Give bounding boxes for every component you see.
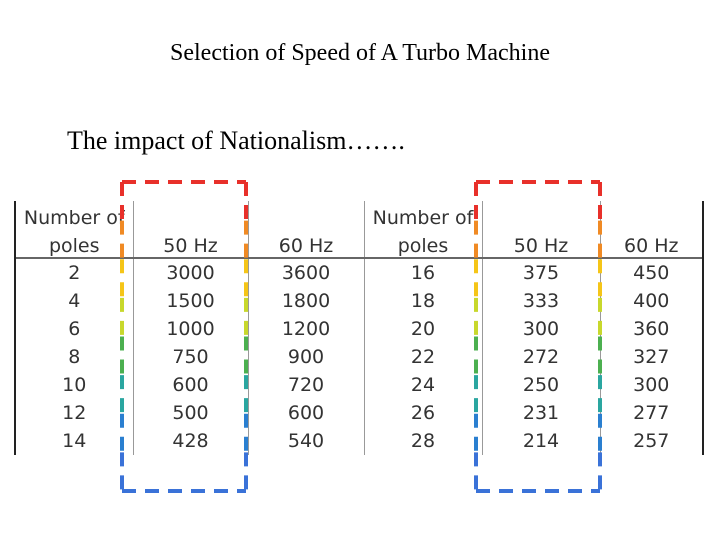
- cell-speed-50hz-left: 1000: [133, 315, 249, 343]
- highlight-box-50hz-right: [474, 180, 602, 493]
- cell-poles-left: 10: [16, 371, 134, 399]
- cell-speed-50hz-left: 750: [133, 343, 249, 371]
- cell-speed-60hz-left: 1200: [248, 315, 365, 343]
- table-row: 10 600 720 24 250 300: [16, 371, 702, 399]
- table-row: 14 428 540 28 214 257: [16, 427, 702, 455]
- cell-poles-left: 6: [16, 315, 134, 343]
- cell-poles-right: 24: [364, 371, 483, 399]
- cell-speed-60hz-right: 257: [633, 430, 670, 452]
- speed-table-container: Number of Number of poles 50 Hz 60 Hz po…: [14, 201, 704, 455]
- cell-speed-50hz-right: 250: [482, 371, 601, 399]
- highlight-box-svg: [474, 180, 602, 493]
- cell-speed-60hz-right: 327: [633, 346, 670, 368]
- cell-speed-60hz-right: 450: [633, 262, 670, 284]
- cell-poles-right: 22: [364, 343, 483, 371]
- cell-poles-left: 8: [16, 343, 134, 371]
- table-body: 2 3000 3600 16 375 450 4 1500 1800 18 333 400 6 1000 1…: [16, 258, 702, 455]
- table-row: 4 1500 1800 18 333 400: [16, 287, 702, 315]
- cell-speed-60hz-right: 300: [633, 374, 670, 396]
- cell-poles-left: 2: [16, 258, 134, 287]
- header-poles-right-line2: poles: [364, 229, 483, 259]
- cell-speed-50hz-left: 428: [133, 427, 249, 455]
- header-50hz-right: 50 Hz: [482, 229, 601, 259]
- cell-poles-left: 12: [16, 399, 134, 427]
- slide-title: Selection of Speed of A Turbo Machine: [170, 40, 550, 66]
- cell-speed-50hz-left: 600: [133, 371, 249, 399]
- cell-speed-60hz-left: 3600: [248, 258, 365, 287]
- table-row: 2 3000 3600 16 375 450: [16, 258, 702, 287]
- speed-table: Number of Number of poles 50 Hz 60 Hz po…: [16, 201, 702, 455]
- cell-speed-50hz-right: 333: [482, 287, 601, 315]
- cell-poles-right: 18: [364, 287, 483, 315]
- cell-poles-right: 16: [364, 258, 483, 287]
- highlight-box-svg: [120, 180, 248, 493]
- cell-speed-60hz-left: 540: [248, 427, 365, 455]
- slide-subtitle: The impact of Nationalism…….: [67, 126, 405, 155]
- cell-poles-left: 4: [16, 287, 134, 315]
- header-poles-left-line1: Number of: [16, 201, 134, 229]
- cell-speed-50hz-left: 500: [133, 399, 249, 427]
- header-60hz-left: 60 Hz: [248, 229, 365, 259]
- header-poles-right-line1: Number of: [364, 201, 483, 229]
- table-row: 12 500 600 26 231 277: [16, 399, 702, 427]
- cell-speed-60hz-right: 400: [633, 290, 670, 312]
- cell-speed-60hz-left: 720: [248, 371, 365, 399]
- header-poles-left-line2: poles: [16, 229, 134, 259]
- cell-speed-60hz-right: 277: [633, 402, 670, 424]
- cell-speed-60hz-left: 600: [248, 399, 365, 427]
- cell-poles-right: 20: [364, 315, 483, 343]
- cell-poles-left: 14: [16, 427, 134, 455]
- header-50hz-left: 50 Hz: [133, 229, 249, 259]
- cell-speed-50hz-left: 3000: [133, 258, 249, 287]
- cell-poles-right: 26: [364, 399, 483, 427]
- cell-poles-right: 28: [364, 427, 483, 455]
- header-60hz-right: 60 Hz: [600, 229, 702, 259]
- cell-speed-50hz-right: 375: [482, 258, 601, 287]
- table-row: 6 1000 1200 20 300 360: [16, 315, 702, 343]
- cell-speed-60hz-left: 900: [248, 343, 365, 371]
- cell-speed-50hz-right: 300: [482, 315, 601, 343]
- cell-speed-60hz-left: 1800: [248, 287, 365, 315]
- cell-speed-60hz-right: 360: [633, 318, 670, 340]
- cell-speed-50hz-right: 231: [482, 399, 601, 427]
- cell-speed-50hz-right: 272: [482, 343, 601, 371]
- table-row: 8 750 900 22 272 327: [16, 343, 702, 371]
- highlight-box-50hz-left: [120, 180, 248, 493]
